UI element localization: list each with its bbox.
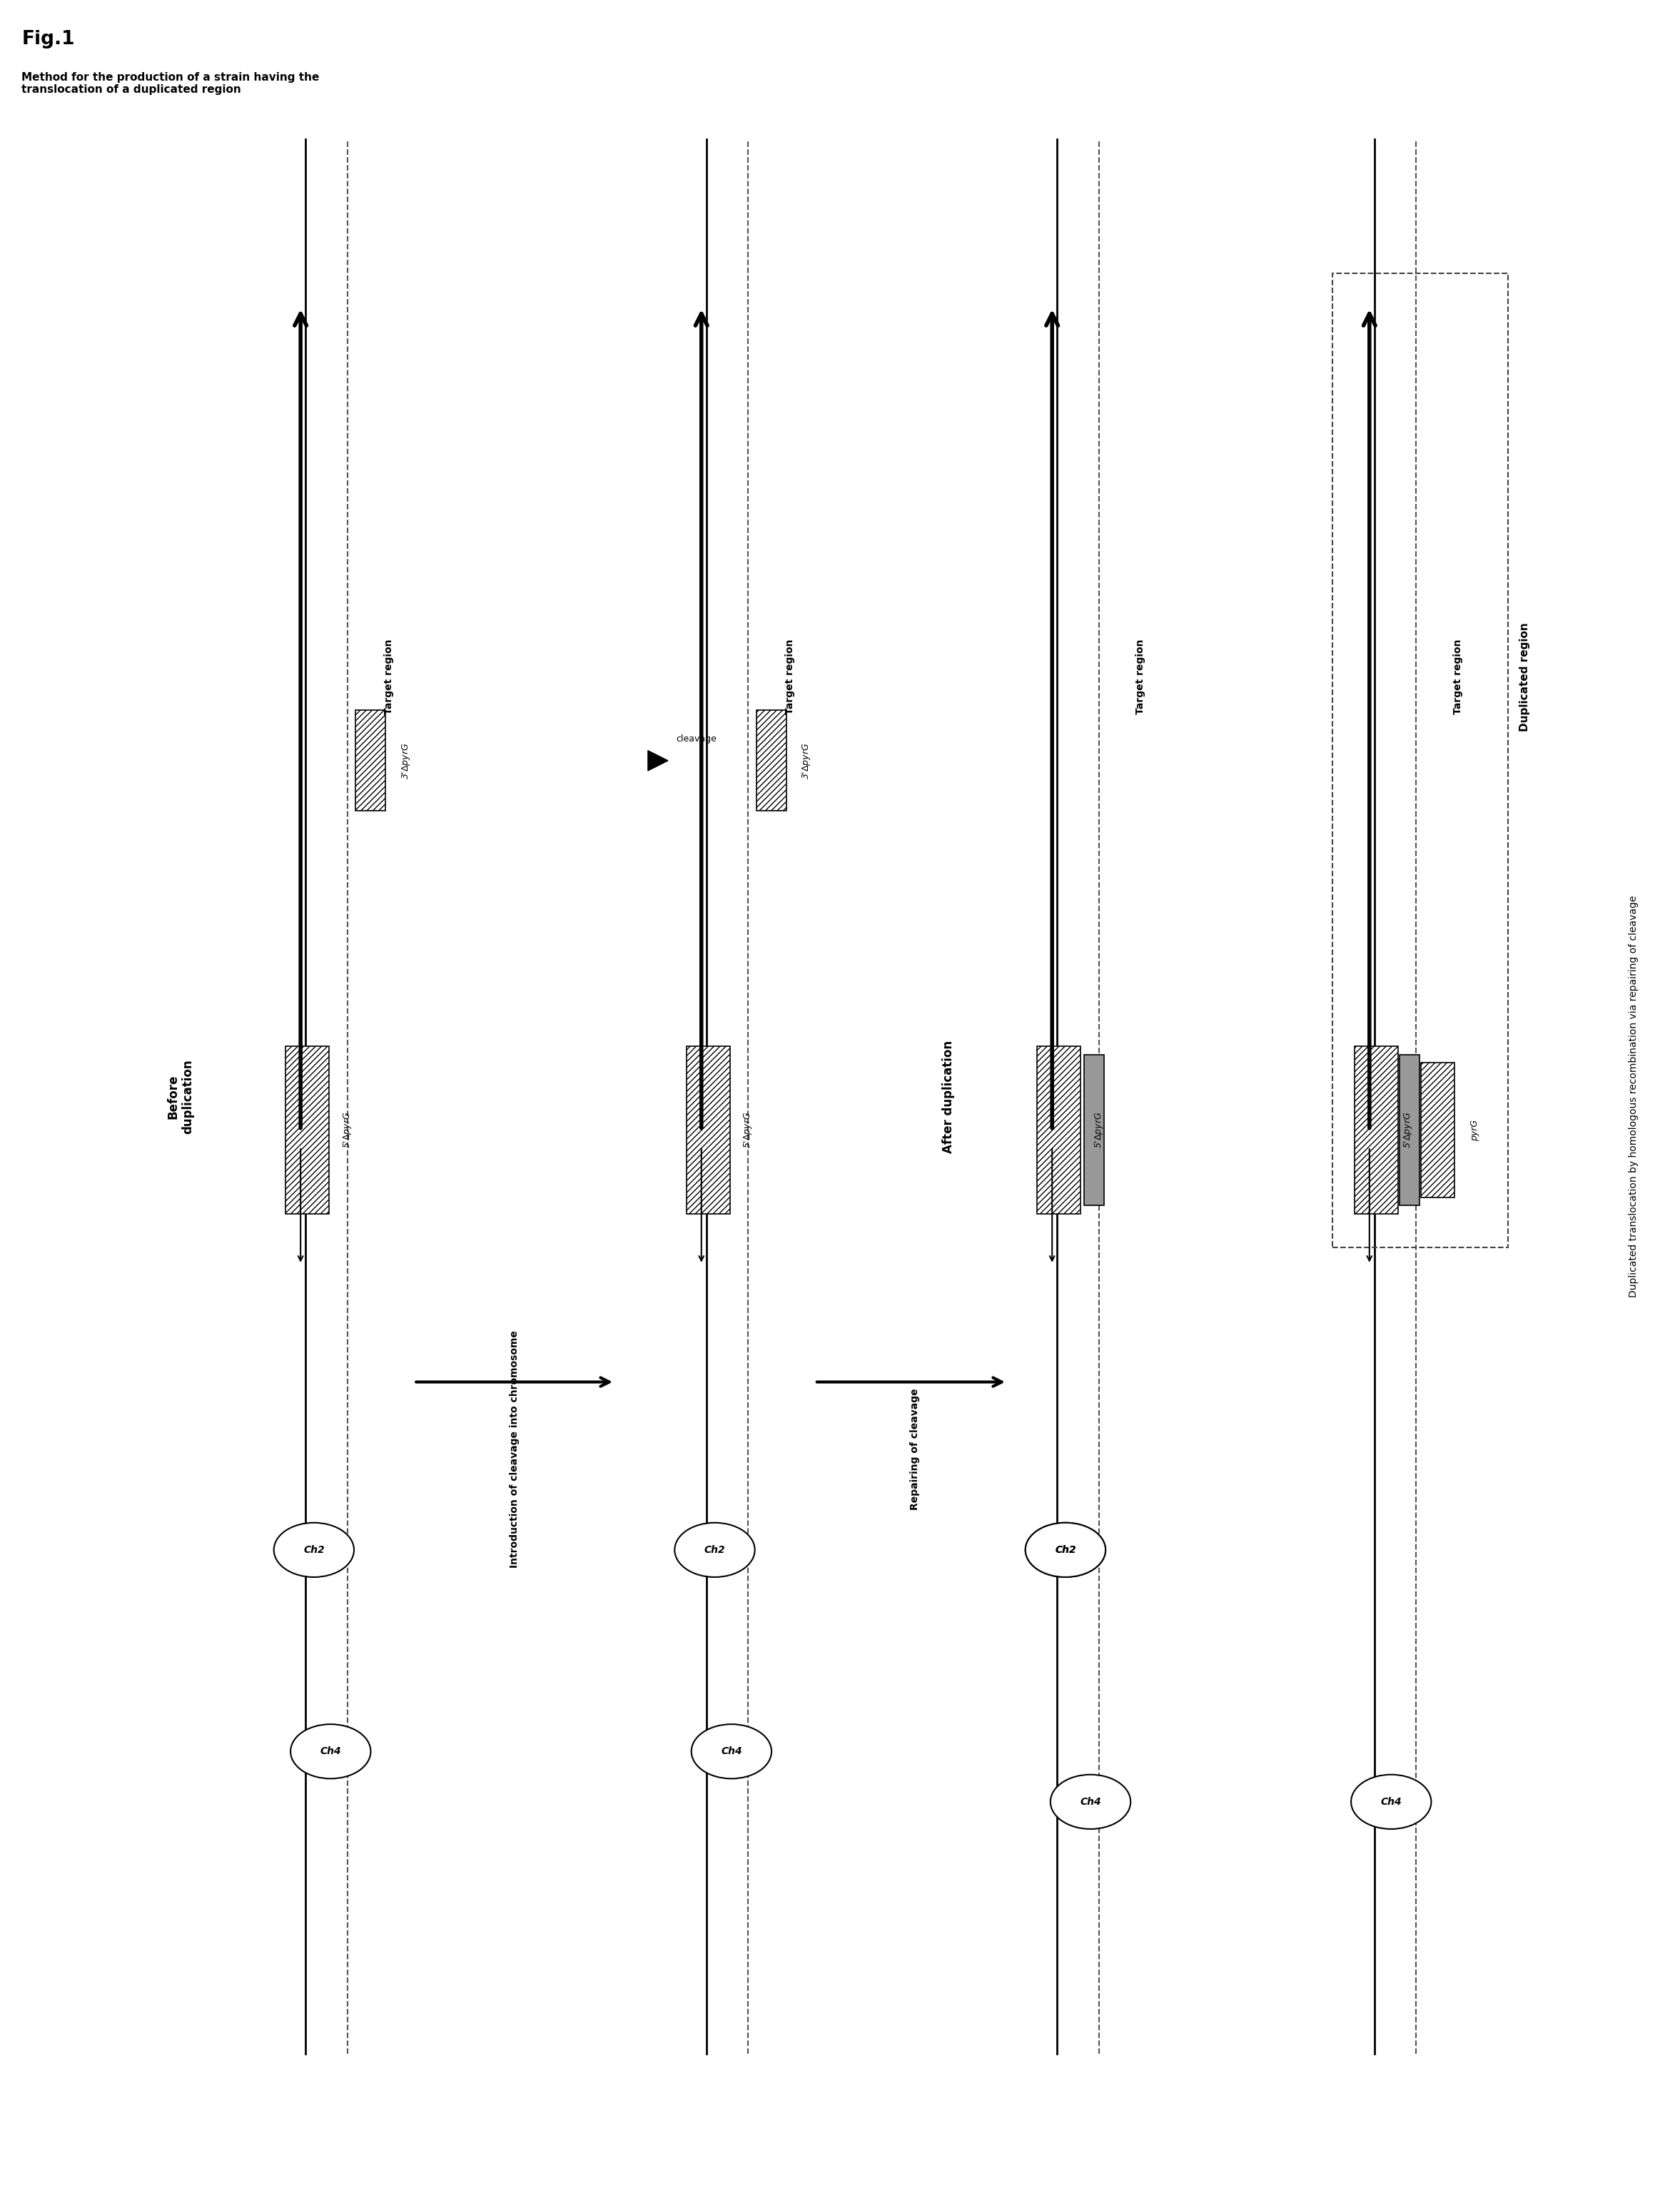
Text: Duplicated region: Duplicated region [1519,623,1530,730]
Text: Ch4: Ch4 [721,1746,743,1757]
Polygon shape [286,1046,329,1215]
Text: Target region: Target region [1136,638,1146,715]
Text: Ch4: Ch4 [321,1746,341,1757]
Text: 5'$\mathit{\Delta}$pyrG: 5'$\mathit{\Delta}$pyrG [1403,1112,1413,1149]
Text: Repairing of cleavage: Repairing of cleavage [911,1388,921,1511]
Polygon shape [1037,1046,1080,1215]
Text: 3'$\mathit{\Delta}$pyrG: 3'$\mathit{\Delta}$pyrG [801,741,813,779]
Text: Before
duplication: Before duplication [166,1059,195,1134]
Text: 3'$\mathit{\Delta}$pyrG: 3'$\mathit{\Delta}$pyrG [400,741,412,779]
Text: pyrG: pyrG [1470,1118,1480,1140]
Ellipse shape [1025,1522,1105,1577]
Text: 5'$\mathit{\Delta}$pyrG: 5'$\mathit{\Delta}$pyrG [1094,1112,1104,1149]
Text: Target region: Target region [785,638,795,715]
Polygon shape [1399,1055,1420,1206]
Text: Ch4: Ch4 [1080,1796,1100,1807]
Text: After duplication: After duplication [942,1039,954,1154]
Text: Target region: Target region [1453,638,1463,715]
Text: cleavage: cleavage [677,735,717,743]
Polygon shape [687,1046,729,1215]
Polygon shape [1354,1046,1398,1215]
Text: Ch2: Ch2 [704,1544,726,1555]
Ellipse shape [1050,1774,1131,1829]
Text: 5'$\mathit{\Delta}$pyrG: 5'$\mathit{\Delta}$pyrG [341,1112,353,1149]
Polygon shape [648,750,669,770]
Polygon shape [1084,1055,1104,1206]
Ellipse shape [274,1522,354,1577]
Text: Ch2: Ch2 [1055,1544,1075,1555]
Polygon shape [1421,1064,1455,1197]
Text: Introduction of cleavage into chromosome: Introduction of cleavage into chromosome [509,1331,519,1568]
Ellipse shape [675,1522,754,1577]
Ellipse shape [692,1724,771,1779]
Text: Target region: Target region [385,638,395,715]
Ellipse shape [291,1724,371,1779]
Text: Fig.1: Fig.1 [22,31,76,48]
Text: Method for the production of a strain having the
translocation of a duplicated r: Method for the production of a strain ha… [22,72,319,94]
Text: Ch4: Ch4 [1381,1796,1401,1807]
Polygon shape [356,711,386,811]
Ellipse shape [1351,1774,1431,1829]
Ellipse shape [1025,1522,1105,1577]
Polygon shape [756,711,786,811]
Text: Ch2: Ch2 [1055,1544,1075,1555]
Text: 5'$\mathit{\Delta}$pyrG: 5'$\mathit{\Delta}$pyrG [743,1112,754,1149]
Text: Ch2: Ch2 [304,1544,324,1555]
Text: Duplicated translocation by homologous recombination via repairing of cleavage: Duplicated translocation by homologous r… [1628,895,1638,1298]
